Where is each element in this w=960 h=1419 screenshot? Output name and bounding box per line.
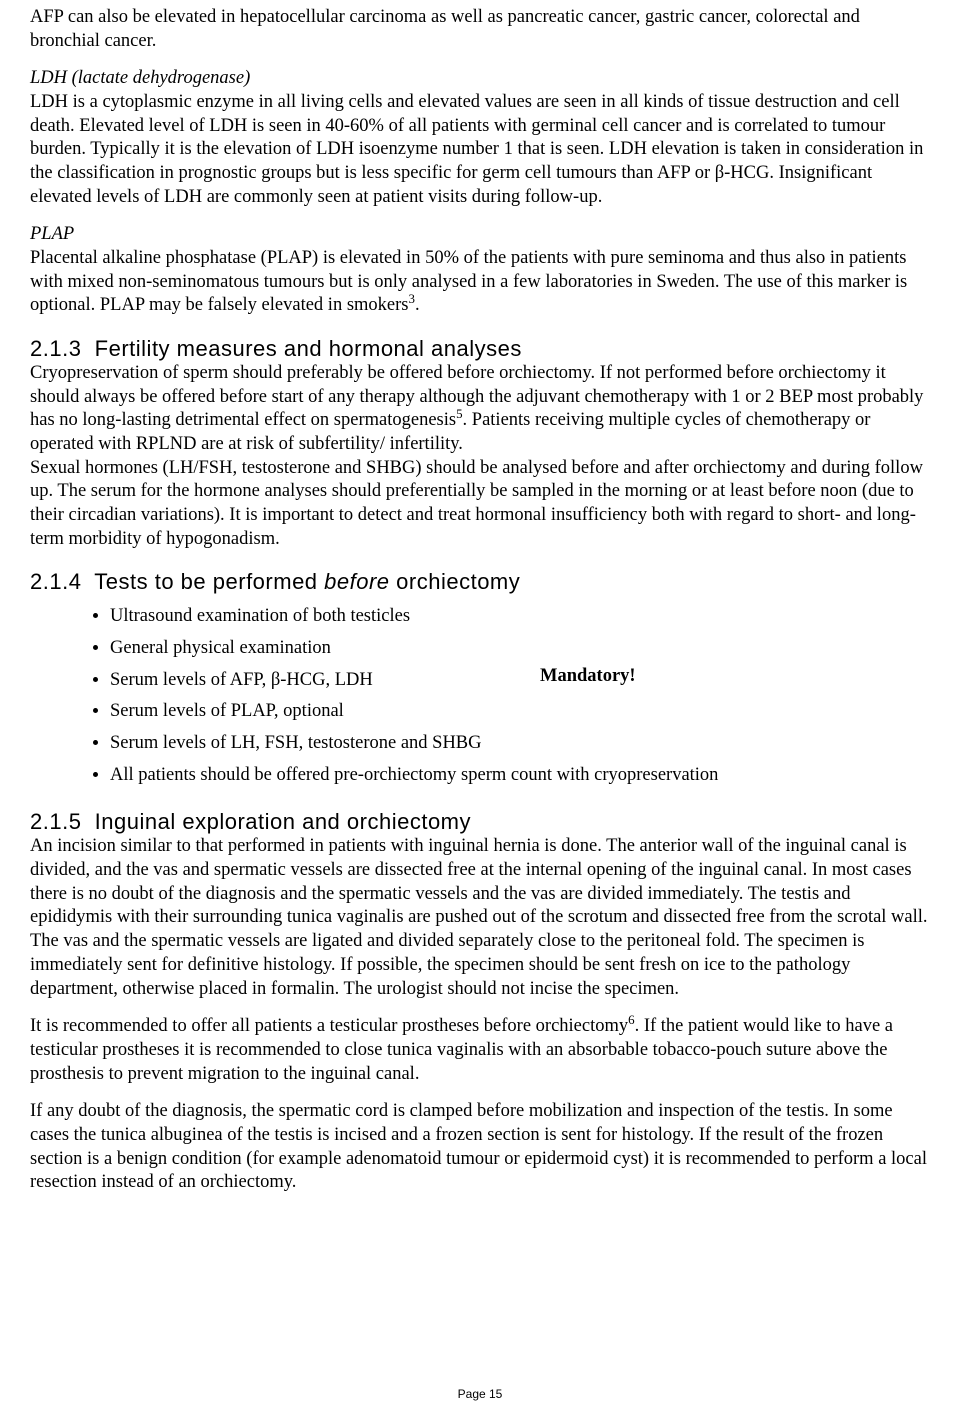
paragraph-215-2: It is recommended to offer all patients … bbox=[30, 1015, 930, 1086]
paragraph-215-3: If any doubt of the diagnosis, the sperm… bbox=[30, 1100, 930, 1195]
subhead-plap: PLAP bbox=[30, 223, 930, 247]
section-title: Fertility measures and hormonal analyses bbox=[95, 336, 522, 361]
list-item: Serum levels of LH, FSH, testosterone an… bbox=[110, 728, 930, 760]
section-title: Inguinal exploration and orchiectomy bbox=[95, 809, 471, 834]
section-title-b: before bbox=[324, 569, 389, 594]
list-item: Ultrasound examination of both testicles bbox=[110, 601, 930, 633]
list-item: All patients should be offered pre-orchi… bbox=[110, 760, 930, 792]
heading-2-1-5: 2.1.5 Inguinal exploration and orchiecto… bbox=[30, 809, 930, 835]
paragraph-ldh: LDH is a cytoplasmic enzyme in all livin… bbox=[30, 91, 930, 209]
mandatory-label: Mandatory! bbox=[540, 665, 636, 689]
section-number: 2.1.5 bbox=[30, 809, 81, 834]
list-item: General physical examination bbox=[110, 633, 930, 665]
list-item: Serum levels of PLAP, optional bbox=[110, 696, 930, 728]
page-number: Page 15 bbox=[0, 1387, 960, 1401]
paragraph-213b: Sexual hormones (LH/FSH, testosterone an… bbox=[30, 457, 930, 552]
text: It is recommended to offer all patients … bbox=[30, 1016, 628, 1036]
text: Placental alkaline phosphatase (PLAP) is… bbox=[30, 248, 907, 315]
tests-before-list: Ultrasound examination of both testicles… bbox=[30, 601, 930, 791]
heading-2-1-3: 2.1.3 Fertility measures and hormonal an… bbox=[30, 336, 930, 362]
section-title-a: Tests to be performed bbox=[94, 569, 324, 594]
text: Serum levels of AFP, β-HCG, LDH bbox=[110, 670, 373, 690]
document-page: AFP can also be elevated in hepatocellul… bbox=[0, 0, 960, 1419]
paragraph-plap: Placental alkaline phosphatase (PLAP) is… bbox=[30, 247, 930, 318]
section-title-c: orchiectomy bbox=[390, 569, 521, 594]
section-number: 2.1.4 bbox=[30, 569, 81, 594]
text: . bbox=[415, 295, 420, 315]
paragraph-213: Cryopreservation of sperm should prefera… bbox=[30, 362, 930, 457]
section-number: 2.1.3 bbox=[30, 336, 81, 361]
list-item: Serum levels of AFP, β-HCG, LDH Mandator… bbox=[110, 665, 930, 697]
subhead-ldh: LDH (lactate dehydrogenase) bbox=[30, 67, 930, 91]
heading-2-1-4: 2.1.4 Tests to be performed before orchi… bbox=[30, 569, 930, 595]
paragraph-afp: AFP can also be elevated in hepatocellul… bbox=[30, 6, 930, 53]
paragraph-215-1: An incision similar to that performed in… bbox=[30, 835, 930, 1001]
